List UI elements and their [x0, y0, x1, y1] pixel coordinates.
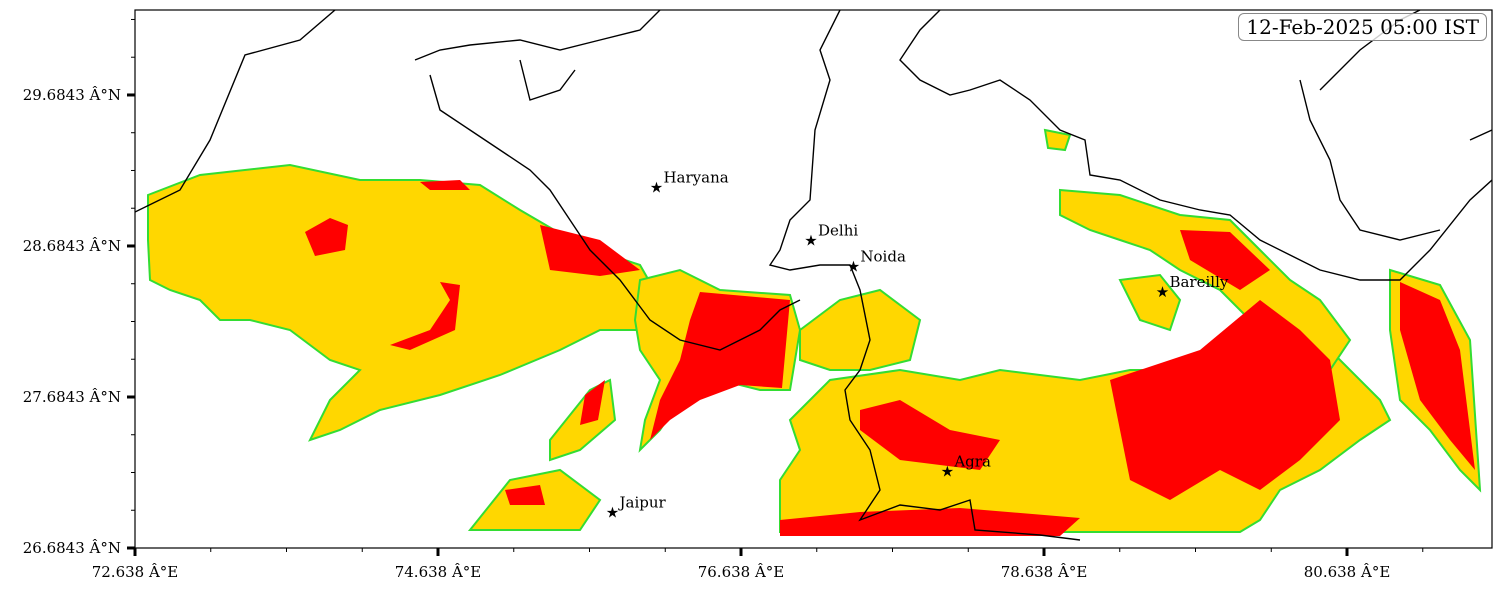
- city-label: Jaipur: [618, 493, 667, 511]
- x-tick-label: 76.638 Â°E: [698, 563, 785, 581]
- city-label: Bareilly: [1169, 273, 1228, 291]
- city-jaipur: ★Jaipur: [606, 493, 667, 521]
- axes-frame: [134, 9, 1493, 549]
- dense-fog-area: [420, 180, 470, 190]
- dense-fog-area: [650, 292, 790, 440]
- dense-fog-area: [505, 485, 545, 505]
- star-marker-icon: ★: [941, 463, 954, 481]
- dense-fog-area: [580, 380, 605, 425]
- international-border: [1299, 10, 1492, 241]
- city-label: Noida: [860, 247, 906, 265]
- city-label: Delhi: [818, 222, 858, 240]
- star-marker-icon: ★: [847, 257, 860, 275]
- x-tick-label: 78.638 Â°E: [1001, 563, 1088, 581]
- dense-fog-area: [860, 400, 1000, 470]
- dense-fog-area: [1110, 300, 1340, 500]
- state-boundary: [768, 10, 1081, 541]
- star-marker-icon: ★: [606, 503, 619, 521]
- dense-fog-area: [305, 218, 348, 256]
- state-boundary: [899, 10, 1492, 281]
- fog-area: [1043, 128, 1072, 152]
- city-delhi: ★Delhi: [804, 222, 858, 250]
- international-border: [135, 10, 336, 213]
- star-marker-icon: ★: [1156, 283, 1169, 301]
- star-marker-icon: ★: [804, 232, 817, 250]
- y-tick-label: 28.6843 Â°N: [23, 237, 121, 255]
- city-label: Haryana: [663, 169, 728, 187]
- city-bareilly: ★Bareilly: [1156, 273, 1229, 301]
- fog-field: [135, 10, 1492, 541]
- y-tick-label: 27.6843 Â°N: [23, 388, 121, 406]
- x-tick-label: 80.638 Â°E: [1304, 563, 1391, 581]
- state-boundary: [414, 10, 801, 351]
- fog-area: [1118, 273, 1182, 332]
- timestamp-label: 12-Feb-2025 05:00 IST: [1238, 13, 1487, 41]
- y-tick-label: 26.6843 Â°N: [23, 539, 121, 557]
- axis-ticks: 72.638 Â°E 74.638 Â°E 76.638 Â°E 78.638 Â°E…: [23, 18, 1424, 581]
- x-tick-label: 74.638 Â°E: [395, 563, 482, 581]
- x-tick-label: 72.638 Â°E: [92, 563, 179, 581]
- star-marker-icon: ★: [650, 179, 663, 197]
- dense-fog-area: [780, 508, 1080, 536]
- city-markers: ★Haryana★Delhi★Noida★Bareilly★Agra★Jaipu…: [606, 169, 1229, 522]
- boundaries: [135, 10, 1492, 541]
- dense-fog-area: [390, 282, 460, 350]
- city-agra: ★Agra: [941, 453, 991, 481]
- y-tick-label: 29.6843 Â°N: [23, 86, 121, 104]
- fog-area: [799, 288, 922, 371]
- dense-fog-area: [1180, 230, 1270, 290]
- city-haryana: ★Haryana: [650, 169, 729, 197]
- city-noida: ★Noida: [847, 247, 906, 275]
- dense-fog-area: [1400, 282, 1475, 470]
- city-label: Agra: [953, 453, 991, 471]
- dense-fog-areas: [305, 180, 1475, 536]
